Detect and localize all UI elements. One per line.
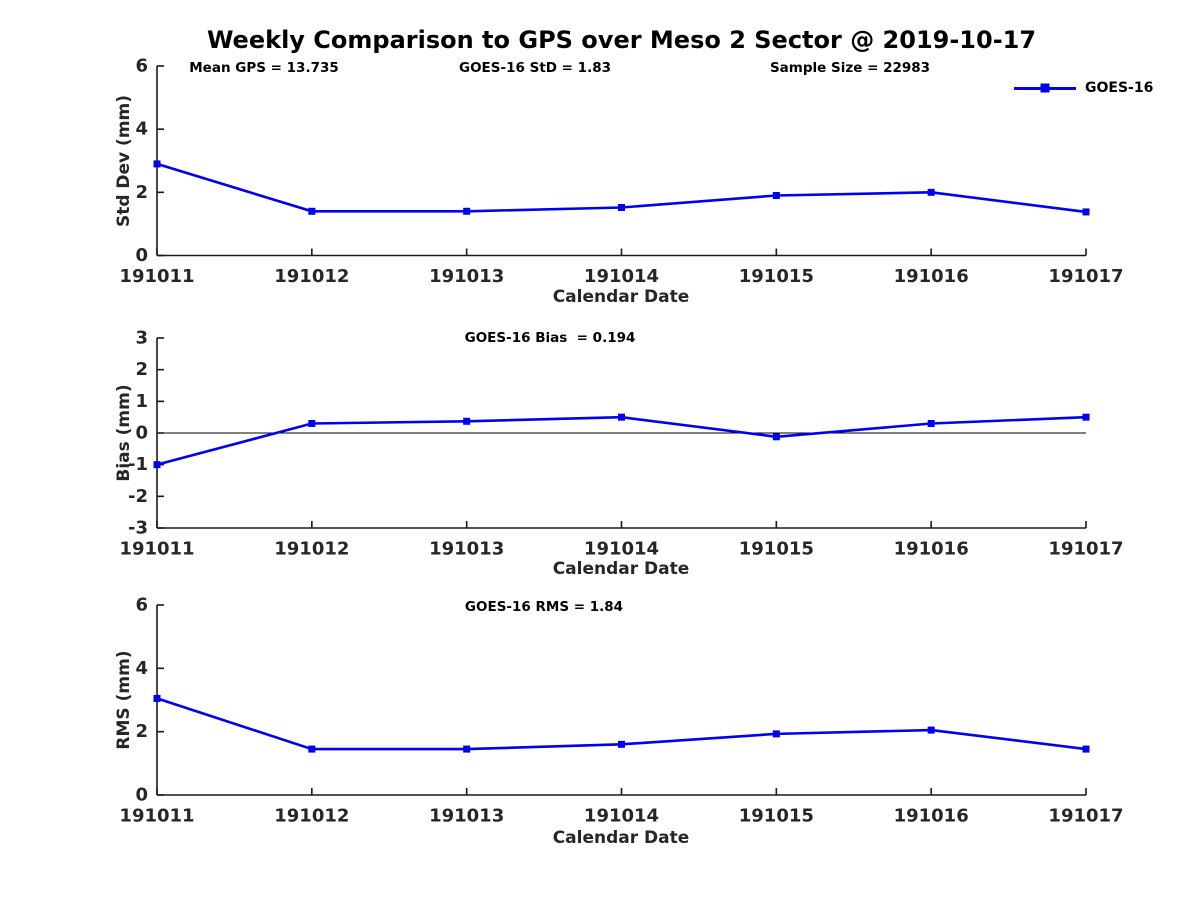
- tick-label: 191013: [429, 806, 504, 827]
- data-point-marker: [772, 730, 780, 738]
- data-point-marker: [927, 726, 935, 734]
- tick-label: 191012: [274, 806, 349, 827]
- legend-label: GOES-16: [1085, 80, 1154, 96]
- xlabel-calendar-date-1: Calendar Date: [552, 287, 690, 307]
- legend-line-sample: [1014, 83, 1076, 93]
- tick-label: 4: [135, 119, 148, 140]
- ylabel-rms: RMS (mm): [114, 650, 134, 750]
- tick-label: 191016: [894, 266, 969, 287]
- tick-label: 191014: [584, 266, 659, 287]
- tick-label: 191014: [584, 539, 659, 560]
- tick-label: 191015: [739, 539, 814, 560]
- data-point-marker: [463, 745, 471, 753]
- data-point-marker: [618, 740, 625, 748]
- annotation-goes16-std: GOES-16 StD = 1.83: [459, 60, 611, 76]
- ylabel-bias: Bias (mm): [114, 384, 134, 482]
- data-point-marker: [772, 433, 780, 441]
- xlabel-calendar-date-3: Calendar Date: [552, 828, 690, 848]
- tick-label: 6: [135, 595, 148, 616]
- data-point-marker: [618, 203, 625, 211]
- tick-label: 0: [135, 785, 148, 806]
- ylabel-std-dev: Std Dev (mm): [114, 94, 134, 228]
- series-line-GOES-16: [156, 415, 1087, 466]
- tick-label: 2: [135, 359, 148, 380]
- data-point-marker: [308, 207, 316, 215]
- annotation-goes16-bias: GOES-16 Bias = 0.194: [464, 330, 636, 346]
- legend: GOES-16: [1014, 80, 1153, 96]
- tick-label: 191013: [429, 266, 504, 287]
- data-point-marker: [618, 413, 625, 421]
- tick-label: 191011: [119, 539, 194, 560]
- tick-label: 191017: [1048, 266, 1123, 287]
- tick-label: 4: [135, 658, 148, 679]
- tick-label: 191011: [119, 806, 194, 827]
- tick-label: 0: [135, 245, 148, 266]
- data-point-marker: [1082, 208, 1090, 216]
- tick-label: 191012: [274, 266, 349, 287]
- tick-label: 191016: [894, 806, 969, 827]
- data-point-marker: [153, 160, 161, 168]
- tick-label: 191017: [1048, 806, 1123, 827]
- data-point-marker: [1082, 413, 1090, 421]
- tick-label: 6: [135, 56, 148, 77]
- data-point-marker: [153, 694, 161, 702]
- data-point-marker: [463, 417, 471, 425]
- tick-label: -1: [128, 454, 148, 475]
- tick-label: 191016: [894, 539, 969, 560]
- data-point-marker: [153, 461, 161, 469]
- tick-label: 191015: [739, 806, 814, 827]
- data-point-marker: [308, 745, 316, 753]
- tick-label: 191017: [1048, 539, 1123, 560]
- annotation-sample-size: Sample Size = 22983: [769, 60, 931, 76]
- subplot-std-dev: 0 2 4 6 191011 191012 191013 191014 191015 191016…: [119, 56, 1123, 288]
- data-point-marker: [927, 420, 935, 427]
- xlabel-calendar-date-2: Calendar Date: [552, 559, 690, 579]
- tick-label: -3: [128, 518, 148, 539]
- legend-square-marker-icon: [1040, 83, 1050, 93]
- subplot-rms: 0 2 4 6 191011 191012 191013 191014 191015 191016…: [119, 595, 1123, 827]
- data-point-marker: [927, 188, 935, 196]
- tick-label: 191013: [429, 539, 504, 560]
- annotation-mean-gps: Mean GPS = 13.735: [189, 60, 339, 76]
- tick-label: 191014: [584, 806, 659, 827]
- tick-label: -2: [128, 486, 148, 507]
- tick-label: 191012: [274, 539, 349, 560]
- tick-label: 2: [135, 721, 148, 742]
- tick-label: 0: [135, 423, 148, 444]
- tick-label: 191015: [739, 266, 814, 287]
- data-point-marker: [308, 420, 316, 427]
- figure-title: Weekly Comparison to GPS over Meso 2 Sec…: [206, 26, 1037, 54]
- tick-label: 1: [135, 391, 148, 412]
- annotation-goes16-rms: GOES-16 RMS = 1.84: [464, 599, 624, 615]
- data-point-marker: [772, 191, 780, 199]
- tick-label: 2: [135, 182, 148, 203]
- tick-label: 3: [135, 328, 148, 349]
- tick-label: 191011: [119, 266, 194, 287]
- data-point-marker: [463, 207, 471, 215]
- subplot-bias: -3 -2 -1 0 1 2 3 191011 191012 191013 191014 191015…: [119, 328, 1123, 560]
- data-point-marker: [1082, 745, 1090, 753]
